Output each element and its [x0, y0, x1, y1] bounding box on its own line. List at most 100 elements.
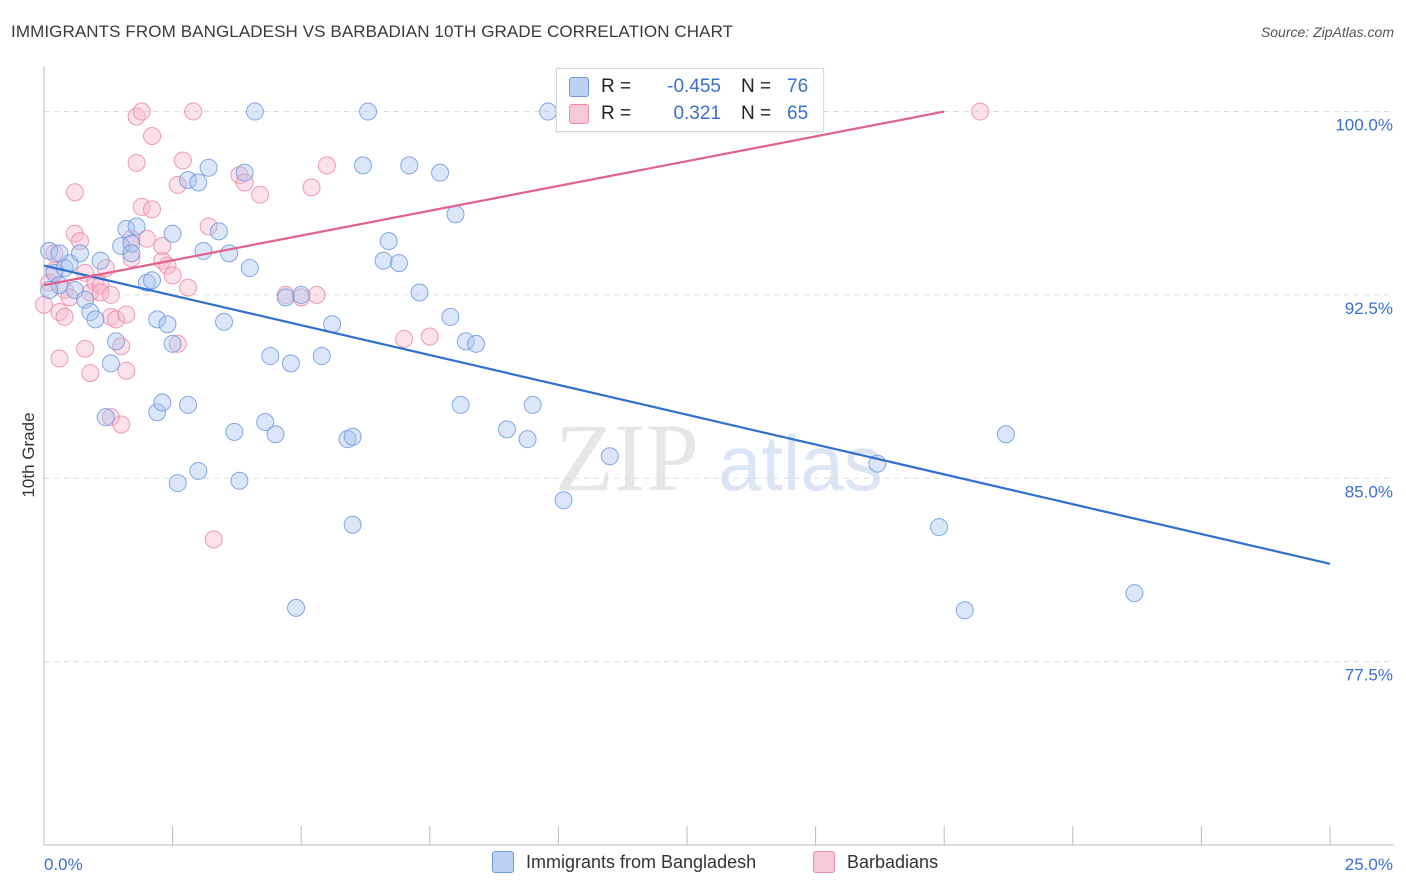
barbadians-point — [395, 329, 414, 348]
bangladesh-point — [189, 461, 208, 480]
bangladesh-point — [148, 310, 167, 329]
bangladesh-point — [209, 222, 228, 241]
barbadians-point — [143, 127, 162, 146]
barbadians-point — [91, 283, 110, 302]
bottom-legend-bangladesh: Immigrants from Bangladesh — [492, 851, 756, 873]
bangladesh-point — [343, 515, 362, 534]
bangladesh-point — [245, 102, 264, 121]
barbadians-point — [184, 102, 203, 121]
x-tick-labels: 0.0% 25.0% — [44, 855, 1393, 874]
bangladesh-point — [600, 447, 619, 466]
bangladesh-point — [230, 471, 249, 490]
bangladesh-point — [343, 427, 362, 446]
x-tick-label: 25.0% — [1345, 855, 1393, 874]
bangladesh-point — [266, 425, 285, 444]
bangladesh-point — [96, 408, 115, 427]
bangladesh-point — [256, 413, 275, 432]
bangladesh-point — [389, 254, 408, 273]
legend-r-value: -0.455 — [667, 76, 721, 97]
bangladesh-point — [127, 217, 146, 236]
bangladesh-point — [189, 173, 208, 192]
bangladesh-point — [518, 430, 537, 449]
source-label: Source: ZipAtlas.com — [1260, 24, 1394, 40]
barbadians-point — [107, 310, 126, 329]
bangladesh-point — [137, 273, 156, 292]
bangladesh-point — [91, 251, 110, 270]
barbadians-point — [163, 266, 182, 285]
barbadians-point — [81, 364, 100, 383]
bangladesh-point — [50, 244, 69, 263]
barbadians-point — [302, 178, 321, 197]
bottom-legend-label: Immigrants from Bangladesh — [526, 851, 757, 872]
legend-n-label: N = — [741, 76, 772, 97]
y-tick-labels: 100.0% 92.5% 85.0% 77.5% — [1335, 116, 1393, 685]
bangladesh-point — [158, 315, 177, 334]
barbadians-point — [199, 217, 218, 236]
barbadians-point — [50, 303, 69, 322]
bottom-legend-swatch-blue — [492, 851, 514, 873]
barbadians-point — [55, 307, 74, 326]
bangladesh-point — [554, 491, 573, 510]
bangladesh-point — [107, 332, 126, 351]
bangladesh-point — [456, 332, 475, 351]
barbadians-point — [235, 173, 254, 192]
barbadians-point — [251, 185, 270, 204]
bottom-legend-swatch-pink — [813, 851, 835, 873]
bangladesh-point — [539, 102, 558, 121]
bangladesh-point — [122, 234, 141, 253]
barbadians-point — [971, 102, 990, 121]
y-tick-label: 85.0% — [1345, 482, 1393, 501]
bangladesh-point — [261, 347, 280, 366]
legend-n-label: N = — [741, 103, 772, 124]
x-tick-label: 0.0% — [44, 855, 83, 874]
bangladesh-point — [446, 205, 465, 224]
watermark-zip: ZIP — [555, 404, 699, 511]
bangladesh-point — [148, 403, 167, 422]
correlation-legend: R = -0.455 N = 76 R = 0.321 N = 65 — [556, 68, 824, 132]
series-bangladesh-points — [40, 102, 1144, 620]
bangladesh-point — [996, 425, 1015, 444]
barbadians-point — [71, 232, 90, 251]
bangladesh-point — [451, 395, 470, 414]
barbadians-point — [179, 278, 198, 297]
legend-r-label: R = — [601, 76, 632, 97]
y-tick-label: 100.0% — [1335, 116, 1393, 135]
bangladesh-point — [163, 224, 182, 243]
bangladesh-point — [287, 598, 306, 617]
barbadians-point — [307, 285, 326, 304]
barbadians-point — [76, 339, 95, 358]
barbadians-point — [127, 153, 146, 172]
bangladesh-point — [276, 288, 295, 307]
barbadians-point — [101, 408, 120, 427]
legend-swatch-blue — [569, 77, 589, 97]
legend-r-label: R = — [601, 103, 632, 124]
bangladesh-point — [71, 244, 90, 263]
bangladesh-point — [179, 395, 198, 414]
bangladesh-trendline — [43, 264, 1331, 565]
bangladesh-point — [374, 251, 393, 270]
bottom-legend-barbadians: Barbadians — [813, 851, 938, 873]
barbadians-point — [204, 530, 223, 549]
bangladesh-point — [112, 237, 131, 256]
legend-n-value: 65 — [787, 103, 809, 124]
chart-title: IMMIGRANTS FROM BANGLADESH VS BARBADIAN … — [11, 22, 734, 41]
bangladesh-point — [292, 285, 311, 304]
axes — [43, 66, 1394, 846]
barbadians-point — [122, 249, 141, 268]
bangladesh-point — [199, 158, 218, 177]
barbadians-point — [112, 415, 131, 434]
bangladesh-point — [168, 474, 187, 493]
barbadians-point — [127, 107, 146, 126]
bangladesh-point — [86, 310, 105, 329]
legend-row-bangladesh: R = -0.455 N = 76 — [569, 74, 808, 100]
y-axis-label: 10th Grade — [19, 412, 38, 497]
zipatlas-watermark: ZIP atlas — [555, 404, 883, 511]
bangladesh-point — [400, 156, 419, 175]
barbadians-point — [101, 285, 120, 304]
bangladesh-point — [930, 518, 949, 537]
gridlines — [44, 111, 1394, 663]
bangladesh-point — [240, 259, 259, 278]
bangladesh-point — [179, 171, 198, 190]
bangladesh-point — [122, 244, 141, 263]
bangladesh-point — [523, 395, 542, 414]
